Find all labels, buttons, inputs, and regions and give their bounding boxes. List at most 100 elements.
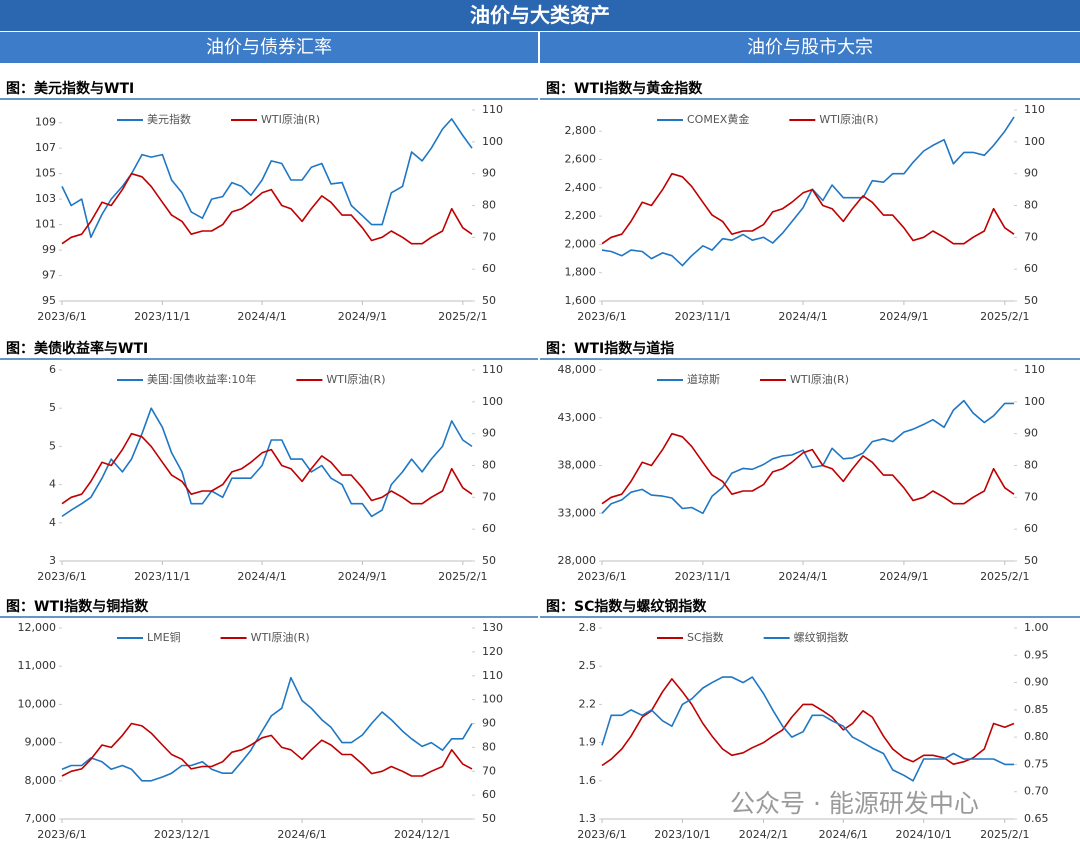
x-tick-label: 2024/4/1 xyxy=(778,310,827,323)
y2-tick-label: 90 xyxy=(482,427,496,440)
series-line xyxy=(601,399,1014,515)
chart: 图：WTI指数与道指 28,000 33,000 38,000 43,000 48,000… xyxy=(540,340,1080,583)
x-tick-label: 2023/12/1 xyxy=(154,828,210,841)
x-tick-label: 2025/2/1 xyxy=(438,570,487,583)
y2-tick-label: 110 xyxy=(482,363,503,376)
y-tick-label: 8,000 xyxy=(25,774,57,787)
chart-title: 图：美债收益率与WTI xyxy=(6,340,148,357)
y2-tick-label: 120 xyxy=(482,645,503,658)
legend-label: LME铜 xyxy=(147,630,181,644)
y2-tick-label: 70 xyxy=(1024,230,1038,243)
legend-label: SC指数 xyxy=(687,630,724,644)
y-tick-label: 97 xyxy=(42,269,56,282)
y2-tick-label: 80 xyxy=(1024,459,1038,472)
y2-tick-label: 0.70 xyxy=(1024,785,1049,798)
y2-tick-label: 60 xyxy=(1024,522,1038,535)
y-tick-label: 2.8 xyxy=(579,621,597,634)
y2-tick-label: 50 xyxy=(482,554,496,567)
y2-tick-label: 110 xyxy=(482,669,503,682)
chart: 图：WTI指数与铜指数 7,000 8,000 9,000 10,000 11,000 12… xyxy=(0,598,538,841)
x-tick-label: 2025/2/1 xyxy=(980,310,1029,323)
y-tick-label: 2.5 xyxy=(579,659,597,672)
y2-tick-label: 70 xyxy=(482,764,496,777)
x-tick-label: 2023/6/1 xyxy=(577,310,626,323)
x-tick-label: 2024/4/1 xyxy=(778,570,827,583)
x-tick-label: 2023/6/1 xyxy=(37,828,86,841)
y-tick-label: 1.3 xyxy=(579,812,597,825)
y-tick-label: 1.6 xyxy=(579,774,597,787)
y-tick-label: 99 xyxy=(42,243,56,256)
y2-tick-label: 100 xyxy=(482,693,503,706)
y-tick-label: 1,600 xyxy=(565,294,597,307)
y-tick-label: 7,000 xyxy=(25,812,57,825)
y-tick-label: 12,000 xyxy=(18,621,57,634)
y2-tick-label: 90 xyxy=(1024,427,1038,440)
x-tick-label: 2024/12/1 xyxy=(394,828,450,841)
y2-tick-label: 110 xyxy=(482,103,503,116)
watermark: 公众号 · 能源研发中心 xyxy=(730,789,979,818)
series-line xyxy=(601,116,1015,267)
series-line xyxy=(61,407,473,518)
y2-tick-label: 100 xyxy=(482,135,503,148)
legend-label: WTI原油(R) xyxy=(326,372,385,386)
y2-tick-label: 80 xyxy=(482,199,496,212)
y2-tick-label: 110 xyxy=(1024,363,1045,376)
x-tick-label: 2024/2/1 xyxy=(739,828,788,841)
y-tick-label: 4 xyxy=(49,478,56,491)
y2-tick-label: 1.00 xyxy=(1024,621,1049,634)
y-tick-label: 107 xyxy=(35,141,56,154)
chart-title: 图：美元指数与WTI xyxy=(6,80,134,97)
legend-label: 螺纹钢指数 xyxy=(794,630,849,644)
y2-tick-label: 80 xyxy=(482,740,496,753)
y-tick-label: 33,000 xyxy=(558,506,597,519)
y2-tick-label: 0.95 xyxy=(1024,648,1049,661)
x-tick-label: 2024/9/1 xyxy=(338,570,387,583)
y2-tick-label: 100 xyxy=(1024,135,1045,148)
legend-label: COMEX黄金 xyxy=(687,112,749,126)
y2-tick-label: 70 xyxy=(1024,490,1038,503)
chart-title: 图：WTI指数与铜指数 xyxy=(6,598,149,615)
section-title: 油价与股市大宗 xyxy=(540,32,1080,63)
chart-panel: 图：WTI指数与黄金指数 1,600 1,800 2,000 2,200 2,400 2,6… xyxy=(540,78,1080,329)
x-tick-label: 2023/6/1 xyxy=(37,310,86,323)
y-tick-label: 95 xyxy=(42,294,56,307)
y2-tick-label: 130 xyxy=(482,621,503,634)
x-tick-label: 2024/9/1 xyxy=(879,570,928,583)
y2-tick-label: 60 xyxy=(482,788,496,801)
y2-tick-label: 70 xyxy=(482,490,496,503)
x-tick-label: 2023/6/1 xyxy=(37,570,86,583)
y-tick-label: 109 xyxy=(35,116,56,129)
chart-panel: 图：SC指数与螺纹钢指数 1.3 1.6 1.9 2.2 2.5 2.8 0.65 0.70 0.… xyxy=(540,596,1080,850)
chart-title: 图：SC指数与螺纹钢指数 xyxy=(546,598,707,615)
y-tick-label: 2,000 xyxy=(565,237,597,250)
x-tick-label: 2024/10/1 xyxy=(895,828,951,841)
y2-tick-label: 0.80 xyxy=(1024,730,1049,743)
y-tick-label: 2,400 xyxy=(565,181,597,194)
y2-tick-label: 0.75 xyxy=(1024,757,1049,770)
series-line xyxy=(61,118,473,239)
section-title: 油价与债券汇率 xyxy=(0,32,538,63)
legend-label: WTI原油(R) xyxy=(819,112,878,126)
legend-label: WTI原油(R) xyxy=(790,372,849,386)
y2-tick-label: 0.65 xyxy=(1024,812,1049,825)
series-line xyxy=(61,432,473,505)
x-tick-label: 2025/2/1 xyxy=(438,310,487,323)
y-tick-label: 5 xyxy=(49,439,56,452)
x-tick-label: 2024/4/1 xyxy=(237,570,286,583)
x-tick-label: 2023/11/1 xyxy=(134,570,190,583)
y-tick-label: 2.2 xyxy=(579,697,597,710)
chart: 图：SC指数与螺纹钢指数 1.3 1.6 1.9 2.2 2.5 2.8 0.65 0.70 0.… xyxy=(540,598,1080,841)
chart-panel: 图：美债收益率与WTI 3 4 4 5 5 6 50 60 70 80 90 100 110 2023/6/… xyxy=(0,338,538,589)
series-line xyxy=(601,432,1015,505)
y2-tick-label: 50 xyxy=(1024,554,1038,567)
chart-title: 图：WTI指数与黄金指数 xyxy=(546,80,703,97)
y2-tick-label: 90 xyxy=(482,717,496,730)
y2-tick-label: 50 xyxy=(482,294,496,307)
y-tick-label: 1.9 xyxy=(579,736,597,749)
y2-tick-label: 70 xyxy=(482,230,496,243)
x-tick-label: 2023/11/1 xyxy=(134,310,190,323)
chart-panel: 图：美元指数与WTI 95 97 99 101 103 105 107 109 50 60 70 80 9… xyxy=(0,78,538,329)
x-tick-label: 2025/2/1 xyxy=(980,570,1029,583)
series-line xyxy=(61,722,473,777)
